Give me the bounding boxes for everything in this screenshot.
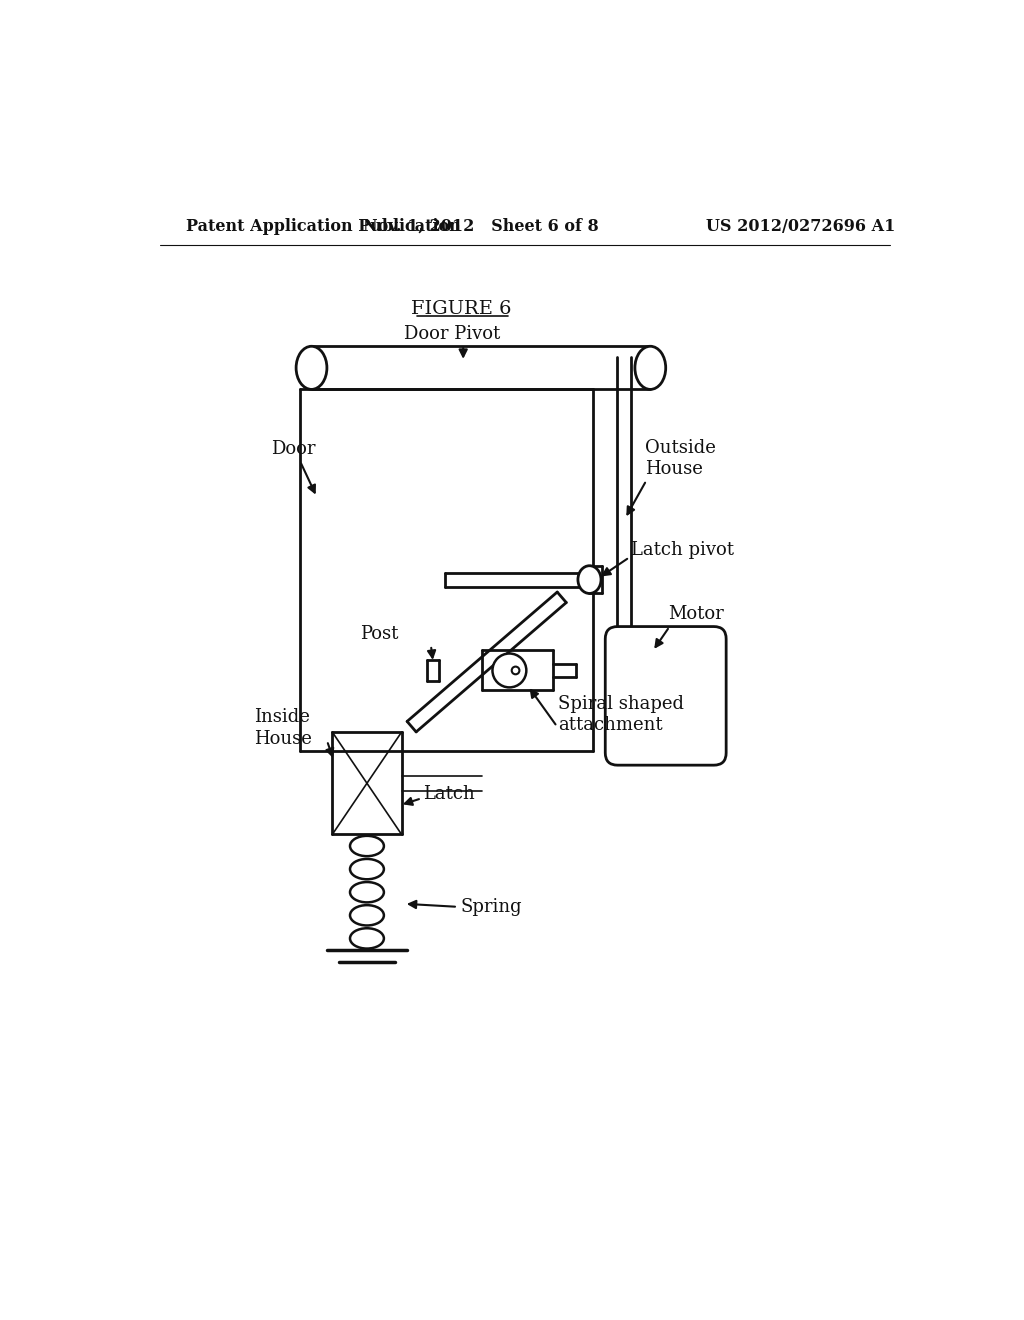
Text: Door: Door (270, 441, 315, 458)
Text: Motor: Motor (668, 606, 724, 623)
Text: Door Pivot: Door Pivot (403, 325, 500, 343)
Text: Nov. 1, 2012   Sheet 6 of 8: Nov. 1, 2012 Sheet 6 of 8 (364, 218, 599, 235)
Ellipse shape (350, 859, 384, 879)
Text: Spring: Spring (460, 898, 522, 916)
Ellipse shape (350, 836, 384, 857)
Text: Latch: Latch (423, 784, 475, 803)
Ellipse shape (350, 928, 384, 949)
Ellipse shape (512, 667, 519, 675)
Text: Inside
House: Inside House (254, 709, 311, 748)
Ellipse shape (350, 906, 384, 925)
FancyBboxPatch shape (605, 627, 726, 766)
Ellipse shape (493, 653, 526, 688)
Ellipse shape (350, 882, 384, 903)
Text: US 2012/0272696 A1: US 2012/0272696 A1 (706, 218, 895, 235)
Text: Outside
House: Outside House (645, 440, 716, 478)
Text: Latch pivot: Latch pivot (631, 541, 734, 558)
Text: Spiral shaped
attachment: Spiral shaped attachment (558, 694, 684, 734)
Ellipse shape (578, 566, 601, 594)
Text: FIGURE 6: FIGURE 6 (412, 300, 512, 318)
Ellipse shape (635, 346, 666, 389)
Text: Patent Application Publication: Patent Application Publication (186, 218, 461, 235)
Text: Post: Post (360, 626, 398, 643)
Ellipse shape (296, 346, 327, 389)
